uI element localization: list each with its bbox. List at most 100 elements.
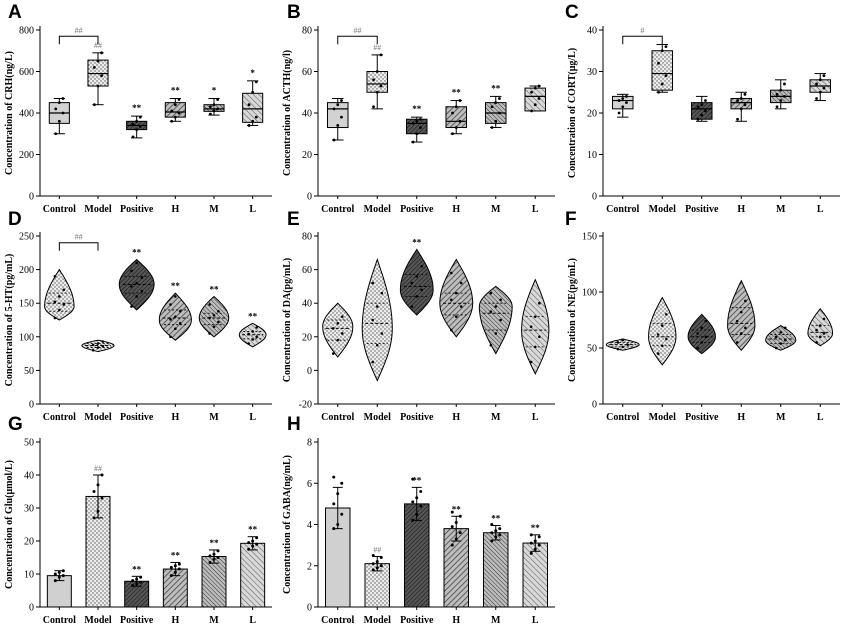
x-tick-label: M	[209, 204, 219, 215]
data-point	[336, 338, 340, 342]
bar-positive: **	[404, 475, 430, 608]
x-tick-label: H	[452, 204, 460, 215]
panel-d: D Concentration of 5-HT(pg/mL) 0 50 100 150 20…	[4, 209, 272, 423]
bar-model: ##	[85, 464, 111, 608]
data-point	[779, 331, 783, 334]
x-tick-label: M	[491, 204, 501, 215]
data-point	[419, 117, 422, 121]
y-tick-label: 10	[24, 570, 34, 581]
y-axis-label: Concentration of Glu(μmol/L)	[4, 460, 15, 589]
data-point	[415, 512, 419, 516]
data-point	[458, 514, 462, 518]
data-point	[537, 535, 541, 539]
data-point	[815, 97, 818, 100]
panel-label: B	[287, 2, 301, 23]
data-point	[173, 564, 177, 568]
significance-mark: **	[132, 564, 142, 574]
bracket-line	[58, 242, 99, 251]
data-point	[415, 275, 419, 278]
data-point	[131, 579, 135, 583]
data-point	[454, 291, 458, 295]
violin-body	[322, 302, 354, 358]
y-tick-label: 0	[29, 400, 34, 411]
y-tick-label: 0	[592, 192, 597, 203]
data-point	[458, 119, 462, 123]
data-point	[130, 305, 133, 308]
data-point	[775, 105, 779, 109]
violin-m: **	[198, 284, 230, 338]
bar-m: **	[483, 514, 509, 608]
box-body	[524, 87, 547, 112]
data-point	[139, 580, 143, 584]
x-tick-label: L	[817, 412, 824, 423]
data-point	[379, 53, 383, 57]
bracket-label: #	[641, 26, 645, 35]
y-tick-label: 0	[307, 192, 312, 203]
bar	[483, 532, 509, 608]
data-point	[340, 115, 343, 119]
data-point	[332, 475, 336, 479]
x-tick-label: M	[491, 615, 501, 626]
data-point	[247, 541, 251, 545]
y-tick-label: 20	[587, 109, 597, 120]
data-point	[58, 308, 61, 312]
data-point	[700, 103, 704, 107]
x-tick-label: Positive	[400, 615, 434, 626]
data-point	[212, 557, 216, 561]
violin-positive	[687, 313, 716, 355]
bar-model: ##	[364, 545, 390, 608]
x-tick-label: H	[737, 204, 745, 215]
box-body	[242, 92, 264, 123]
data-point	[135, 261, 138, 265]
data-point	[336, 322, 340, 325]
violin-m	[478, 285, 513, 355]
panel-label: A	[8, 2, 22, 23]
box-model: ##	[366, 43, 389, 110]
data-point	[704, 335, 708, 339]
data-point	[704, 109, 707, 113]
x-tick-label: L	[532, 615, 539, 626]
significance-mark: **	[412, 475, 422, 485]
box-body	[445, 106, 468, 129]
y-tick-label: 10	[587, 150, 597, 161]
data-point	[217, 309, 220, 313]
data-point	[170, 109, 174, 113]
data-point	[490, 539, 494, 543]
box-l: *	[242, 68, 264, 127]
data-point	[336, 492, 340, 496]
significance-mark: ##	[94, 464, 102, 473]
data-point	[212, 109, 216, 113]
data-point	[660, 82, 664, 86]
significance-mark: ##	[373, 43, 381, 52]
y-tick-label: -20	[299, 400, 312, 411]
x-tick-label: H	[452, 412, 460, 423]
bar	[201, 556, 227, 608]
data-point	[255, 335, 258, 339]
data-point	[212, 325, 216, 329]
x-tick-label: Positive	[120, 412, 154, 423]
violin-body	[198, 295, 230, 338]
data-point	[411, 140, 415, 144]
data-point	[450, 543, 454, 547]
data-point	[332, 138, 336, 142]
y-axis-label: Concentration of DA(pg/mL)	[282, 258, 293, 382]
y-axis-label: Concentration of CRH(ng/L)	[4, 51, 15, 175]
data-point	[379, 564, 383, 568]
data-point	[494, 535, 498, 539]
significance-mark: **	[452, 88, 462, 98]
box-model: ##	[87, 41, 109, 107]
y-tick-label: 150	[19, 299, 34, 310]
data-point	[419, 490, 423, 493]
data-point	[459, 281, 463, 285]
significance-mark: *	[212, 85, 217, 95]
data-point	[54, 107, 58, 111]
data-point	[62, 303, 66, 306]
y-tick-label: 40	[302, 109, 312, 120]
data-point	[410, 305, 414, 308]
bracket-label: ##	[75, 26, 83, 35]
data-point	[815, 328, 818, 332]
violin-model	[648, 296, 677, 366]
data-point	[140, 289, 144, 293]
box-m: *	[203, 85, 225, 116]
box-l	[524, 84, 547, 113]
